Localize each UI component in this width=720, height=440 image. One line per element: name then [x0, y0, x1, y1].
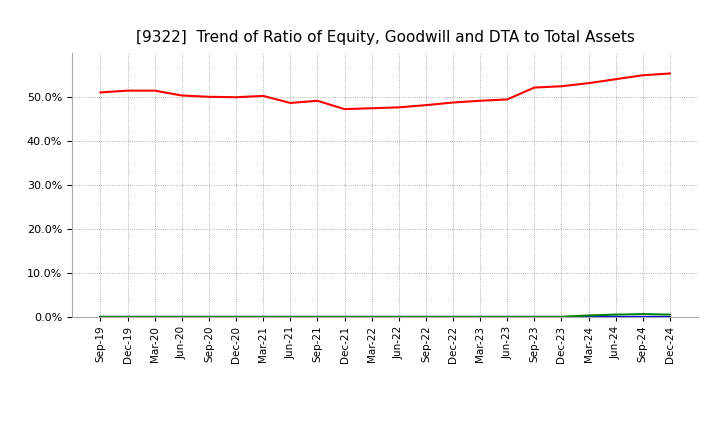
Equity — [584, 81, 593, 86]
Equity — [123, 88, 132, 93]
Deferred Tax Assets — [395, 314, 403, 319]
Goodwill — [123, 314, 132, 319]
Deferred Tax Assets — [584, 313, 593, 318]
Goodwill — [341, 314, 349, 319]
Deferred Tax Assets — [341, 314, 349, 319]
Goodwill — [232, 314, 240, 319]
Goodwill — [421, 314, 430, 319]
Equity — [341, 106, 349, 112]
Equity — [204, 94, 213, 99]
Deferred Tax Assets — [232, 314, 240, 319]
Goodwill — [286, 314, 294, 319]
Deferred Tax Assets — [178, 314, 186, 319]
Goodwill — [665, 314, 674, 319]
Equity — [421, 103, 430, 108]
Equity — [639, 73, 647, 78]
Goodwill — [584, 314, 593, 319]
Deferred Tax Assets — [449, 314, 457, 319]
Goodwill — [530, 314, 539, 319]
Goodwill — [150, 314, 159, 319]
Title: [9322]  Trend of Ratio of Equity, Goodwill and DTA to Total Assets: [9322] Trend of Ratio of Equity, Goodwil… — [136, 29, 634, 45]
Goodwill — [96, 314, 105, 319]
Equity — [557, 84, 566, 89]
Equity — [611, 77, 620, 82]
Deferred Tax Assets — [665, 312, 674, 317]
Equity — [232, 95, 240, 100]
Goodwill — [639, 314, 647, 319]
Deferred Tax Assets — [150, 314, 159, 319]
Goodwill — [611, 314, 620, 319]
Deferred Tax Assets — [611, 312, 620, 317]
Deferred Tax Assets — [367, 314, 376, 319]
Goodwill — [557, 314, 566, 319]
Deferred Tax Assets — [123, 314, 132, 319]
Deferred Tax Assets — [530, 314, 539, 319]
Goodwill — [204, 314, 213, 319]
Deferred Tax Assets — [204, 314, 213, 319]
Deferred Tax Assets — [259, 314, 268, 319]
Goodwill — [259, 314, 268, 319]
Equity — [367, 106, 376, 111]
Line: Equity: Equity — [101, 73, 670, 109]
Equity — [395, 105, 403, 110]
Deferred Tax Assets — [286, 314, 294, 319]
Deferred Tax Assets — [503, 314, 511, 319]
Goodwill — [476, 314, 485, 319]
Equity — [665, 71, 674, 76]
Equity — [286, 100, 294, 106]
Goodwill — [395, 314, 403, 319]
Deferred Tax Assets — [639, 312, 647, 317]
Deferred Tax Assets — [421, 314, 430, 319]
Goodwill — [313, 314, 322, 319]
Equity — [178, 93, 186, 98]
Deferred Tax Assets — [476, 314, 485, 319]
Equity — [259, 93, 268, 99]
Goodwill — [503, 314, 511, 319]
Equity — [503, 97, 511, 102]
Equity — [150, 88, 159, 93]
Equity — [476, 98, 485, 103]
Line: Deferred Tax Assets: Deferred Tax Assets — [101, 314, 670, 317]
Equity — [449, 100, 457, 105]
Deferred Tax Assets — [557, 314, 566, 319]
Equity — [96, 90, 105, 95]
Deferred Tax Assets — [96, 314, 105, 319]
Goodwill — [367, 314, 376, 319]
Deferred Tax Assets — [313, 314, 322, 319]
Equity — [530, 85, 539, 90]
Equity — [313, 98, 322, 103]
Goodwill — [449, 314, 457, 319]
Goodwill — [178, 314, 186, 319]
